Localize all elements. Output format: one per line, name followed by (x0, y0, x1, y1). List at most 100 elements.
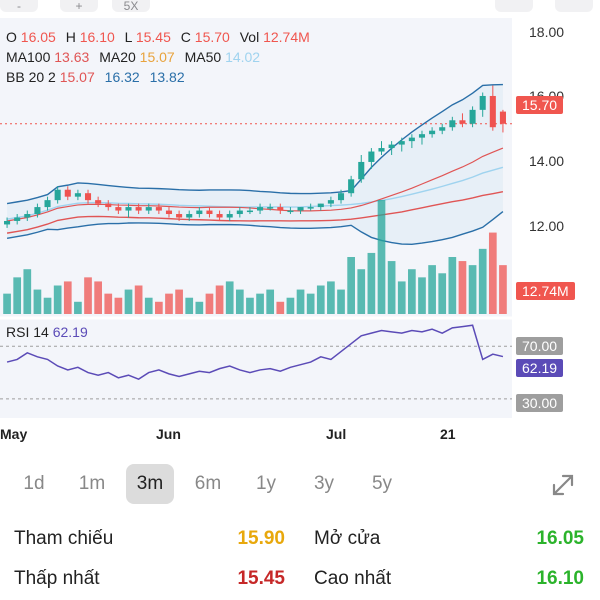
low-value: 15.45 (135, 29, 171, 45)
volume-value: 12.74M (263, 29, 310, 45)
high-price-label: Cao nhất (314, 568, 392, 589)
close-key: C (180, 29, 191, 45)
candle-body (246, 210, 253, 213)
low-price-label: Thấp nhất (14, 568, 100, 589)
close-value: 15.70 (194, 29, 230, 45)
volume-bar (316, 285, 325, 314)
volume-bar (235, 289, 244, 314)
volume-bar (468, 265, 477, 314)
range-3y-button[interactable]: 3y (313, 473, 335, 494)
volume-bar (499, 265, 507, 314)
volume-bar (458, 261, 467, 314)
volume-bar (276, 301, 285, 314)
candle-body (287, 210, 294, 213)
range-1y-button[interactable]: 1y (255, 473, 277, 494)
candle-body (226, 214, 233, 218)
range-6m-button[interactable]: 6m (194, 473, 222, 494)
zoom-out-button[interactable]: - (0, 0, 38, 13)
candle-body (186, 214, 193, 218)
range-5y-button[interactable]: 5y (371, 473, 393, 494)
bb-upper-line (6, 83, 503, 205)
candle-body (105, 203, 112, 208)
volume-bar (74, 301, 82, 314)
volume-bar (448, 257, 457, 314)
candle-body (267, 207, 274, 209)
volume-bar (296, 289, 305, 314)
candle-body (135, 207, 142, 211)
expand-icon[interactable] (548, 470, 578, 500)
x-label-jul: Jul (326, 426, 347, 442)
volume-bar (94, 281, 102, 314)
candle-body (14, 217, 21, 221)
volume-bar (337, 289, 345, 314)
candle-body (337, 193, 345, 201)
candle-body (489, 95, 496, 128)
top-toolbar: - + 5X (0, 0, 600, 14)
candle-body (165, 210, 173, 215)
range-selector: 1d 1m 3m 6m 1y 3y 5y (10, 464, 590, 504)
x-label-jun: Jun (156, 426, 181, 442)
candle-body (358, 161, 365, 180)
candle-body (388, 144, 395, 149)
open-price-value: 16.05 (536, 528, 584, 549)
candle-body (216, 214, 223, 218)
rsi-value: 62.19 (52, 324, 88, 340)
volume-key: Vol (239, 29, 260, 45)
volume-bar (134, 285, 143, 314)
rsi-70-tag: 70.00 (516, 337, 564, 355)
volume-bar (205, 293, 214, 314)
volume-bar (377, 200, 386, 314)
candle-body (327, 200, 334, 204)
reference-price-label: Tham chiếu (14, 528, 114, 549)
volume-bar (387, 261, 396, 314)
open-key: O (6, 29, 17, 45)
volume-bar (266, 289, 275, 314)
volume-bar (3, 293, 11, 314)
ma100-value: 13.63 (54, 49, 90, 65)
close-button[interactable] (555, 0, 593, 12)
zoom-in-button[interactable]: + (60, 0, 98, 13)
open-value: 16.05 (20, 29, 56, 45)
candle-body (115, 207, 122, 211)
range-3m-button[interactable]: 3m (126, 464, 174, 504)
candle-body (155, 207, 162, 211)
volume-bar (114, 297, 123, 314)
candle-body (429, 130, 436, 135)
range-1m-button[interactable]: 1m (78, 473, 106, 494)
candle-body (145, 207, 152, 211)
ma20-key: MA20 (99, 49, 136, 65)
volume-bar (225, 281, 234, 314)
ma50-value: 14.02 (225, 49, 261, 65)
volume-bar (195, 301, 204, 314)
candle-body (176, 214, 183, 218)
candle-body (125, 207, 132, 211)
candle-body (469, 109, 476, 124)
range-1d-button[interactable]: 1d (23, 473, 45, 494)
candle-body (348, 179, 355, 194)
volume-bar (53, 285, 62, 314)
y-tick-14: 14.00 (529, 153, 565, 169)
volume-bar (215, 285, 224, 314)
price-chart[interactable] (0, 0, 600, 420)
ma100-key: MA100 (6, 49, 51, 65)
candle-body (84, 193, 92, 201)
volume-bar (478, 248, 487, 314)
high-price-value: 16.10 (536, 568, 584, 589)
volume-bar (408, 269, 416, 314)
candle-body (206, 210, 213, 215)
bb-mid-value: 16.32 (104, 69, 140, 85)
volume-bar (246, 297, 254, 314)
zoom-level-button[interactable]: 5X (112, 0, 150, 13)
volume-bar (104, 293, 113, 314)
chart-legend: O 16.05 H 16.10 L 15.45 C 15.70 Vol 12.7… (6, 27, 316, 87)
bb-lower-line (6, 211, 504, 245)
tool-button[interactable] (495, 0, 533, 12)
ma50-key: MA50 (184, 49, 222, 65)
volume-bar (43, 297, 52, 314)
ma20-value: 15.07 (139, 49, 175, 65)
high-value: 16.10 (79, 29, 115, 45)
volume-bar (165, 293, 173, 314)
rsi-legend: RSI 14 62.19 (6, 324, 88, 340)
y-tick-18: 18.00 (529, 24, 565, 40)
volume-bar (306, 293, 315, 314)
